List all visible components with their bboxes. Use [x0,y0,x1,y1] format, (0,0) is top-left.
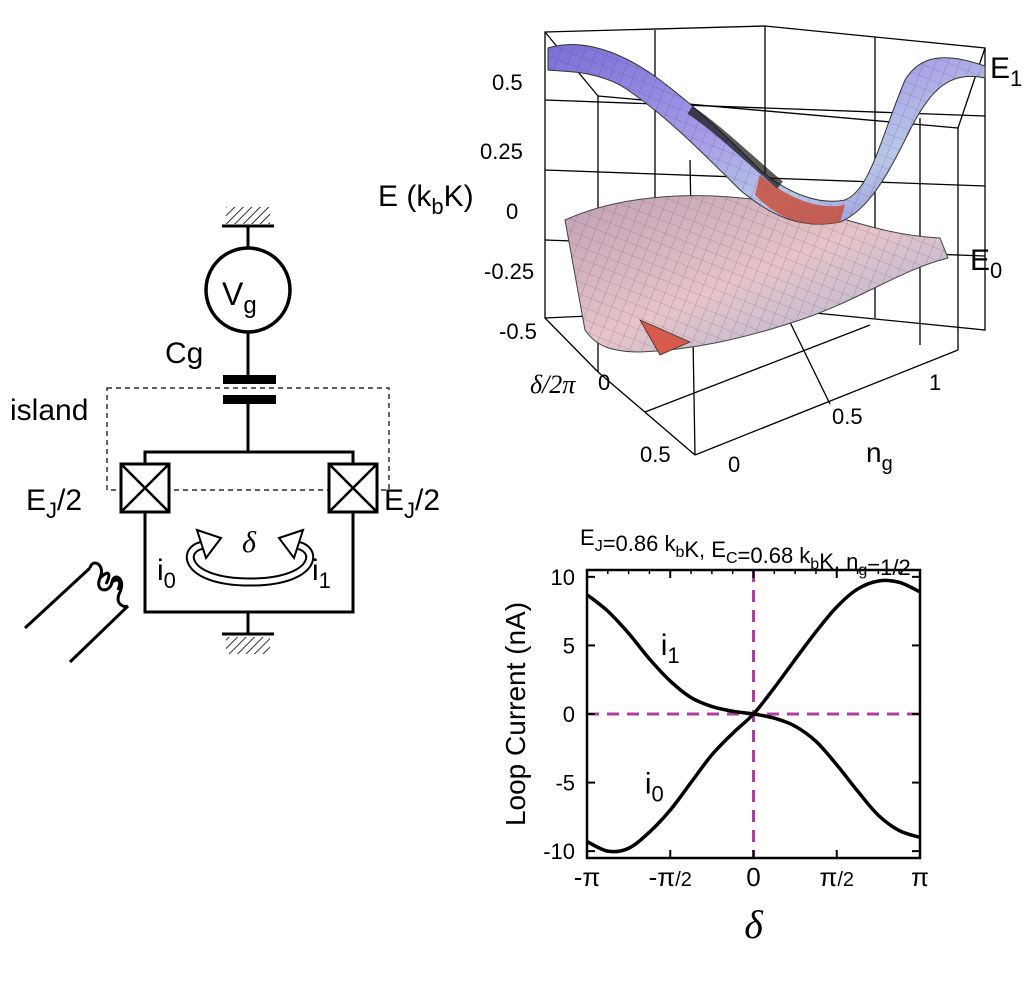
delta-tick-05: 0.5 [640,442,671,467]
chart-title-part-0: E [580,525,595,550]
chart-title-part-5: =1/2 [867,555,910,580]
chart-title-sub-3: b [810,556,819,573]
junction-left [119,462,171,514]
voltage-source-label: Vg [222,276,257,319]
band-upper-edge [755,175,845,225]
ground-hatch-top [226,207,270,224]
junction-right-label: EJ/2 [384,484,440,523]
chart-ticks: 10 5 0 -5 -10-π -π/2 0 π/2 π [543,565,929,892]
ng-axis-label: ng [866,437,893,475]
y-tick-label-2: 0 [563,702,575,727]
chart-title: EJ=0.86 kbK, EC=0.68 kbK, ng=1/2 [580,525,911,580]
x-tick-label-4: π [911,862,929,892]
ground-hatch-bottom [226,637,270,654]
delta-axis-label: δ/2π [530,370,576,399]
delta-tick-0: 0 [598,370,610,395]
capacitor-label: Cg [165,337,203,370]
y-tick-label-1: 5 [563,633,575,658]
svg-text:0: 0 [506,199,518,224]
svg-text:0.25: 0.25 [480,139,523,164]
ng-tick-05: 0.5 [832,404,863,429]
ng-tick-0: 0 [728,452,740,477]
y-tick-label-4: -10 [543,839,575,864]
chart-title-part-1: =0.86 k [603,531,677,556]
series-line-i0 [586,578,921,854]
series-label-i0: i0 [645,768,664,807]
svg-text:-0.25: -0.25 [484,259,534,284]
current-left-label: i0 [157,554,176,593]
chart-x-axis-label: δ [744,902,764,947]
svg-text:-0.5: -0.5 [499,319,537,344]
island-label: island [10,394,88,427]
y-tick-label-3: -5 [555,771,575,796]
flux-coil [23,561,130,664]
chart-title-part-2: K, E [684,537,726,562]
current-right-label: i1 [312,554,331,593]
phase-label: δ [242,526,257,559]
y-tick-label-0: 10 [551,565,575,590]
chart-title-sub-0: J [595,538,603,555]
chart-title-sub-1: b [675,544,684,561]
capacitor-plate-bottom [223,395,276,404]
chart-title-part-3: =0.68 k [738,543,812,568]
energy-ticks: 0.5 0.25 0 -0.25 -0.5 [480,70,537,344]
island-boundary [106,387,390,491]
loop-current-arrow [185,528,315,587]
junction-left-label: EJ/2 [26,484,82,523]
band-upper-label: E1 [990,52,1022,91]
chart-y-axis-label: Loop Current (nA) [500,602,531,826]
junction-right [327,462,379,514]
chart-series: i1 i0 [585,578,921,854]
voltage-source [204,246,292,334]
x-tick-label-0: -π [574,862,601,892]
x-tick-label-3: π/2 [819,862,854,892]
chart-title-sub-2: C [726,550,738,567]
ng-tick-1: 1 [929,370,941,395]
x-tick-label-1: -π/2 [649,862,692,892]
band-crossing-ridge [687,106,783,189]
band-lower-edge [639,319,691,356]
energy-surface-plot: 0.5 0.25 0 -0.25 -0.5 E (kbK) δ/2π 0 0.5… [378,25,1022,477]
circuit-diagram: Vg Cg island EJ/2 EJ/2 [10,207,440,664]
capacitor-plate-top [223,375,276,384]
band-lower-label: E0 [970,244,1002,283]
loop-current-chart: EJ=0.86 kbK, EC=0.68 kbK, ng=1/2 1050-5-… [500,525,929,947]
series-label-i1: i1 [661,629,680,668]
x-tick-label-2: 0 [746,862,760,892]
svg-text:0.5: 0.5 [492,70,523,95]
energy-axis-label: E (kbK) [378,180,474,219]
chart-frame [585,568,922,860]
loop-top-wire [143,450,355,464]
band-upper-mesh [548,44,985,225]
band-lower-mesh [565,195,948,352]
